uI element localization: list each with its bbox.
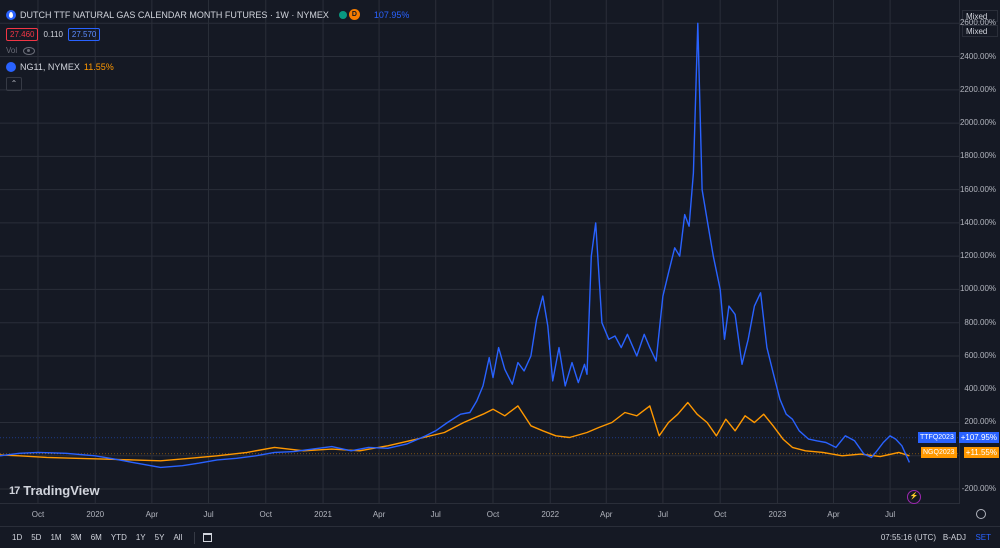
y-tick-label: 2400.00% (959, 51, 996, 61)
range-button-5y[interactable]: 5Y (154, 533, 165, 542)
series-line[interactable] (0, 22, 911, 469)
market-status-icon (338, 10, 347, 19)
y-tick-label: 800.00% (964, 317, 996, 327)
ttf-symbol-tag: TTFQ2023 (918, 432, 956, 443)
y-tick-label: 1000.00% (959, 284, 996, 294)
ttf-price-tag: +107.95% (958, 432, 999, 443)
calendar-icon[interactable] (203, 533, 213, 542)
adjustment-toggle[interactable]: B-ADJ (942, 533, 966, 542)
tradingview-logo[interactable]: 17 TradingView (9, 483, 100, 498)
y-tick-label: 2200.00% (959, 84, 996, 94)
x-tick-label: Oct (259, 510, 273, 519)
ng-price-tag: +11.55% (963, 447, 999, 458)
bid-ask-row: 27.460 0.110 27.570 (6, 28, 101, 41)
session-toggle[interactable]: SET (975, 533, 991, 542)
logo-text: TradingView (23, 483, 100, 498)
x-tick-label: 2020 (86, 510, 105, 519)
compare-legend: NG11, NYMEX 11.55% (6, 62, 114, 72)
range-button-5d[interactable]: 5D (31, 533, 42, 542)
x-tick-label: 2023 (768, 510, 787, 519)
clock[interactable]: 07:55:16 (UTC) (880, 533, 936, 542)
y-tick-label: 1800.00% (959, 151, 996, 161)
range-button-1m[interactable]: 1M (50, 533, 62, 542)
x-tick-label: Jul (657, 510, 669, 519)
x-tick-label: Jul (430, 510, 441, 519)
eye-icon[interactable] (23, 46, 36, 55)
y-tick-label: 600.00% (964, 350, 996, 360)
y-tick-label: 400.00% (964, 384, 996, 394)
y-tick-label: 1200.00% (959, 251, 996, 261)
y-tick-label: 1600.00% (959, 184, 996, 194)
ask-price[interactable]: 27.570 (67, 28, 101, 41)
main-legend: DUTCH TTF NATURAL GAS CALENDAR MONTH FUT… (6, 9, 409, 20)
gear-icon[interactable] (976, 509, 986, 519)
y-tick-label: 200.00% (964, 417, 996, 427)
y-tick-label: 1400.00% (959, 217, 996, 227)
ng-symbol-tag: NGQ2023 (921, 447, 957, 458)
flash-icon[interactable]: ⚡ (907, 490, 921, 504)
volume-legend: Vol (6, 46, 36, 55)
x-tick-label: 2022 (541, 510, 560, 519)
range-button-3m[interactable]: 3M (70, 533, 82, 542)
bottom-toolbar: 1D 5D 1M 3M 6M YTD 1Y 5Y All 07:55:16 (UTC) B-AD… (0, 526, 1000, 548)
x-tick-label: 2021 (314, 510, 332, 519)
compare-symbol[interactable]: NG11, NYMEX (20, 62, 80, 72)
compare-change-percent: 11.55% (83, 62, 114, 72)
collapse-legend-button[interactable]: ⌃ (6, 77, 22, 91)
scale-mode-select-2[interactable]: Mixed (962, 25, 998, 37)
x-tick-label: Apr (372, 510, 386, 519)
price-chart[interactable] (0, 0, 960, 504)
separator (194, 531, 196, 544)
bid-price[interactable]: 27.460 (6, 28, 39, 41)
scale-mode-select-1[interactable]: Mixed (962, 10, 998, 22)
x-tick-label: Oct (31, 510, 45, 519)
range-button-1d[interactable]: 1D (12, 533, 23, 542)
x-tick-label: Apr (600, 510, 613, 519)
tradingview-logo-icon: 17 (9, 484, 20, 497)
y-tick-label: 2000.00% (959, 118, 996, 128)
symbol-title[interactable]: DUTCH TTF NATURAL GAS CALENDAR MONTH FUT… (20, 9, 329, 20)
spread-value: 0.110 (43, 30, 63, 39)
y-tick-label: -200.00% (961, 484, 996, 494)
symbol-icon (6, 9, 16, 20)
x-tick-label: Oct (486, 510, 500, 519)
x-tick-label: Jul (203, 510, 214, 519)
range-button-all[interactable]: All (173, 533, 183, 542)
volume-label: Vol (6, 46, 18, 55)
chart-area[interactable] (0, 0, 960, 504)
x-tick-label: Oct (713, 510, 727, 519)
range-button-6m[interactable]: 6M (90, 533, 102, 542)
range-buttons: 1D 5D 1M 3M 6M YTD 1Y 5Y All (0, 533, 182, 542)
delay-badge: D (348, 9, 360, 20)
y-tick-label: 2600.00% (959, 18, 996, 28)
x-tick-label: Jul (884, 510, 896, 519)
change-percent: 107.95% (373, 9, 410, 20)
compare-symbol-icon (6, 62, 16, 72)
x-tick-label: Apr (827, 510, 840, 519)
range-button-ytd[interactable]: YTD (110, 533, 127, 542)
range-button-1y[interactable]: 1Y (135, 533, 146, 542)
series-line[interactable] (0, 401, 910, 462)
x-tick-label: Apr (145, 510, 159, 519)
